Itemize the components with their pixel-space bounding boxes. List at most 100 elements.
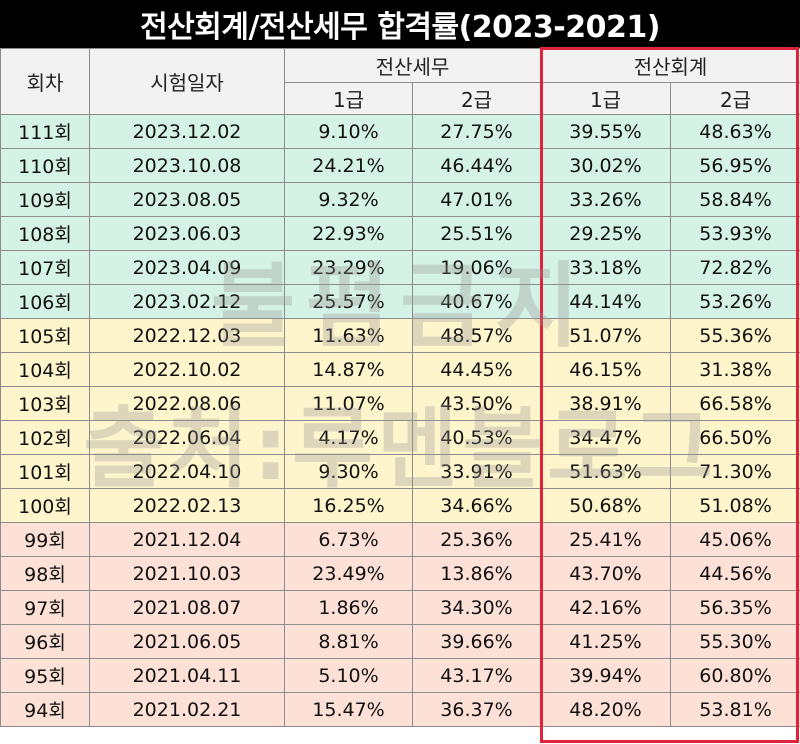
tax-grade2-cell: 43.17%	[411, 658, 542, 693]
tax-grade1-cell: 15.47%	[284, 692, 413, 727]
header-accounting-grade2: 2급	[670, 82, 800, 115]
accounting-grade2-cell: 60.80%	[670, 658, 800, 693]
table-row: 96회 2021.06.05 8.81% 39.66% 41.25% 55.30%	[0, 624, 800, 659]
accounting-grade2-cell: 53.81%	[670, 692, 800, 727]
date-cell: 2023.04.09	[89, 250, 285, 285]
accounting-grade1-cell: 34.47%	[540, 420, 672, 455]
table-row: 106회 2023.02.12 25.57% 40.67% 44.14% 53.26%	[0, 284, 800, 319]
tax-grade2-cell: 34.66%	[411, 488, 542, 523]
tax-grade1-cell: 22.93%	[284, 216, 413, 251]
date-cell: 2021.02.21	[89, 692, 285, 727]
tax-grade1-cell: 25.57%	[284, 284, 413, 319]
accounting-grade1-cell: 30.02%	[540, 148, 672, 183]
tax-grade1-cell: 23.49%	[284, 556, 413, 591]
tax-grade1-cell: 11.63%	[284, 318, 413, 353]
round-cell: 98회	[0, 556, 90, 591]
accounting-grade2-cell: 55.36%	[670, 318, 800, 353]
tax-grade1-cell: 24.21%	[284, 148, 413, 183]
tax-grade2-cell: 25.36%	[411, 522, 542, 557]
date-cell: 2021.12.04	[89, 522, 285, 557]
round-cell: 94회	[0, 692, 90, 727]
accounting-grade1-cell: 51.63%	[540, 454, 672, 489]
tax-grade1-cell: 4.17%	[284, 420, 413, 455]
round-cell: 101회	[0, 454, 90, 489]
tax-grade1-cell: 16.25%	[284, 488, 413, 523]
table-row: 97회 2021.08.07 1.86% 34.30% 42.16% 56.35%	[0, 590, 800, 625]
header-date: 시험일자	[89, 48, 285, 115]
accounting-grade1-cell: 39.55%	[540, 114, 672, 149]
accounting-grade2-cell: 72.82%	[670, 250, 800, 285]
accounting-grade1-cell: 46.15%	[540, 352, 672, 387]
accounting-grade2-cell: 31.38%	[670, 352, 800, 387]
tax-grade1-cell: 5.10%	[284, 658, 413, 693]
round-cell: 102회	[0, 420, 90, 455]
table-row: 94회 2021.02.21 15.47% 36.37% 48.20% 53.81%	[0, 692, 800, 727]
tax-grade2-cell: 40.53%	[411, 420, 542, 455]
header-tax: 전산세무	[283, 48, 542, 83]
accounting-grade2-cell: 53.93%	[670, 216, 800, 251]
tax-grade2-cell: 44.45%	[411, 352, 542, 387]
tax-grade2-cell: 40.67%	[411, 284, 542, 319]
date-cell: 2023.02.12	[89, 284, 285, 319]
tax-grade1-cell: 6.73%	[284, 522, 413, 557]
tax-grade2-cell: 13.86%	[411, 556, 542, 591]
table-row: 107회 2023.04.09 23.29% 19.06% 33.18% 72.82%	[0, 250, 800, 285]
table-row: 108회 2023.06.03 22.93% 25.51% 29.25% 53.93%	[0, 216, 800, 251]
table-row: 100회 2022.02.13 16.25% 34.66% 50.68% 51.08%	[0, 488, 800, 523]
round-cell: 106회	[0, 284, 90, 319]
accounting-grade2-cell: 66.50%	[670, 420, 800, 455]
date-cell: 2023.08.05	[89, 182, 285, 217]
accounting-grade2-cell: 58.84%	[670, 182, 800, 217]
table-row: 102회 2022.06.04 4.17% 40.53% 34.47% 66.50%	[0, 420, 800, 455]
table-row: 103회 2022.08.06 11.07% 43.50% 38.91% 66.58%	[0, 386, 800, 421]
tax-grade2-cell: 25.51%	[411, 216, 542, 251]
round-cell: 105회	[0, 318, 90, 353]
accounting-grade1-cell: 38.91%	[540, 386, 672, 421]
table-row: 109회 2023.08.05 9.32% 47.01% 33.26% 58.84%	[0, 182, 800, 217]
table-row: 101회 2022.04.10 9.30% 33.91% 51.63% 71.30%	[0, 454, 800, 489]
table-body: 111회 2023.12.02 9.10% 27.75% 39.55% 48.63% 11…	[0, 114, 800, 727]
round-cell: 104회	[0, 352, 90, 387]
date-cell: 2022.10.02	[89, 352, 285, 387]
date-cell: 2022.08.06	[89, 386, 285, 421]
accounting-grade1-cell: 29.25%	[540, 216, 672, 251]
header-round: 회차	[0, 48, 90, 115]
accounting-grade1-cell: 44.14%	[540, 284, 672, 319]
accounting-grade1-cell: 25.41%	[540, 522, 672, 557]
tax-grade2-cell: 39.66%	[411, 624, 542, 659]
accounting-grade1-cell: 33.18%	[540, 250, 672, 285]
header-accounting: 전산회계	[540, 48, 800, 83]
tax-grade2-cell: 46.44%	[411, 148, 542, 183]
round-cell: 100회	[0, 488, 90, 523]
date-cell: 2021.04.11	[89, 658, 285, 693]
table-row: 105회 2022.12.03 11.63% 48.57% 51.07% 55.36%	[0, 318, 800, 353]
table-row: 98회 2021.10.03 23.49% 13.86% 43.70% 44.56%	[0, 556, 800, 591]
tax-grade2-cell: 19.06%	[411, 250, 542, 285]
accounting-grade1-cell: 48.20%	[540, 692, 672, 727]
accounting-grade1-cell: 51.07%	[540, 318, 672, 353]
accounting-grade2-cell: 48.63%	[670, 114, 800, 149]
accounting-grade2-cell: 45.06%	[670, 522, 800, 557]
accounting-grade1-cell: 41.25%	[540, 624, 672, 659]
date-cell: 2023.06.03	[89, 216, 285, 251]
accounting-grade1-cell: 42.16%	[540, 590, 672, 625]
date-cell: 2021.08.07	[89, 590, 285, 625]
round-cell: 110회	[0, 148, 90, 183]
tax-grade2-cell: 27.75%	[411, 114, 542, 149]
date-cell: 2022.12.03	[89, 318, 285, 353]
table-row: 95회 2021.04.11 5.10% 43.17% 39.94% 60.80%	[0, 658, 800, 693]
accounting-grade2-cell: 53.26%	[670, 284, 800, 319]
accounting-grade1-cell: 39.94%	[540, 658, 672, 693]
round-cell: 95회	[0, 658, 90, 693]
tax-grade1-cell: 23.29%	[284, 250, 413, 285]
tax-grade2-cell: 43.50%	[411, 386, 542, 421]
table-row: 111회 2023.12.02 9.10% 27.75% 39.55% 48.63%	[0, 114, 800, 149]
tax-grade1-cell: 9.32%	[284, 182, 413, 217]
tax-grade2-cell: 34.30%	[411, 590, 542, 625]
date-cell: 2022.06.04	[89, 420, 285, 455]
tax-grade1-cell: 9.30%	[284, 454, 413, 489]
tax-grade1-cell: 9.10%	[284, 114, 413, 149]
accounting-grade2-cell: 51.08%	[670, 488, 800, 523]
table-row: 99회 2021.12.04 6.73% 25.36% 25.41% 45.06%	[0, 522, 800, 557]
tax-grade1-cell: 8.81%	[284, 624, 413, 659]
